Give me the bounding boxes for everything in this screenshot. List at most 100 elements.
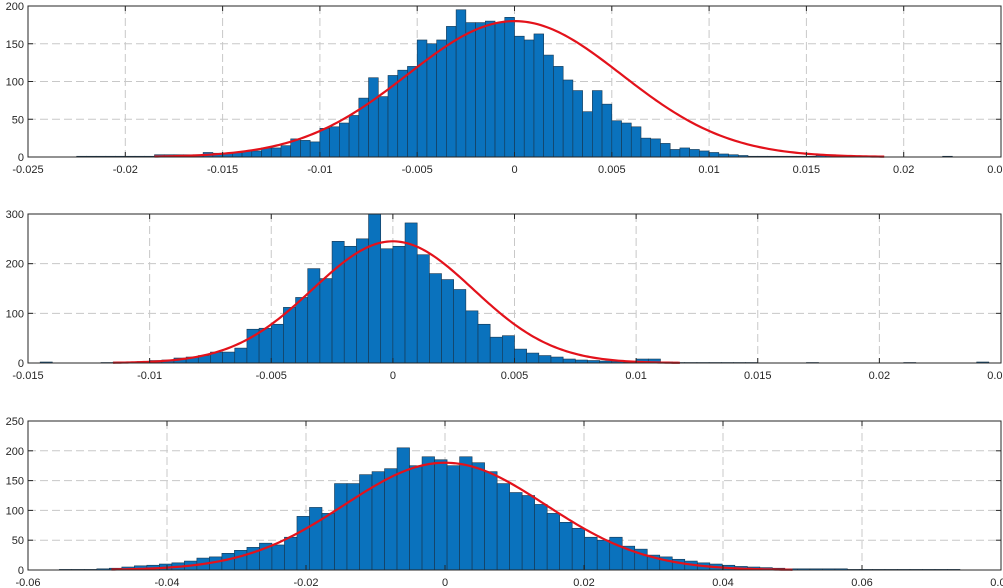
- x-tick-label: 0.02: [869, 370, 890, 382]
- x-tick-label: 0.08: [990, 577, 1003, 588]
- histogram-bar: [533, 33, 544, 158]
- x-tick-label: 0.01: [625, 370, 646, 382]
- histogram-bar: [521, 495, 535, 571]
- histogram-bar: [251, 150, 262, 158]
- x-tick-label: 0: [511, 164, 517, 176]
- histogram-bar: [550, 356, 564, 364]
- histogram-bar: [222, 351, 236, 364]
- histogram-bar: [368, 213, 382, 364]
- histogram-bar: [426, 43, 437, 158]
- histogram-bar: [429, 273, 442, 364]
- histogram-bar: [329, 126, 340, 158]
- histogram-bar: [477, 323, 491, 364]
- histogram-bar: [339, 122, 350, 158]
- histogram-bar: [343, 245, 357, 364]
- x-tick-label: -0.025: [12, 164, 43, 176]
- histogram-bar: [280, 145, 292, 158]
- histogram-bar: [596, 539, 611, 571]
- histogram-bar: [309, 507, 323, 571]
- histogram-bar: [356, 238, 369, 364]
- histogram-bar: [421, 456, 435, 571]
- histogram-bar: [559, 522, 573, 571]
- axes-box: [27, 420, 1002, 571]
- x-tick-label: 0.015: [744, 370, 772, 382]
- histogram-bar: [538, 355, 552, 364]
- histogram-bar: [669, 149, 681, 158]
- histogram-bar: [380, 248, 394, 364]
- histogram-bar: [650, 138, 661, 158]
- histogram-bar: [397, 69, 408, 158]
- histogram-bar: [572, 90, 583, 158]
- histogram-bar: [582, 111, 593, 158]
- histogram-bar: [562, 79, 574, 158]
- histogram-bar: [621, 122, 632, 158]
- histogram-bar: [484, 471, 498, 571]
- x-tick-label: 0.025: [987, 164, 1003, 176]
- histogram-bar: [571, 527, 585, 571]
- histogram-bar: [660, 143, 671, 158]
- x-tick-label: -0.005: [402, 164, 433, 176]
- histogram-bar: [546, 513, 560, 571]
- histogram-bar: [514, 35, 525, 158]
- x-tick-label: 0.025: [987, 370, 1003, 382]
- x-tick-label: 0.005: [598, 164, 626, 176]
- histogram-panel-middle: -0.015 -0.01 -0.005 0 0.005 0.01 0.015 0.02 0.02…: [6, 209, 1003, 382]
- histogram-bar: [485, 20, 496, 158]
- histogram-bar: [592, 90, 603, 158]
- x-tick-label: -0.01: [137, 370, 162, 382]
- histogram-bar: [234, 550, 248, 571]
- histogram-bar: [601, 103, 613, 158]
- histogram-bar: [270, 147, 282, 158]
- x-tick-label: 0.04: [712, 577, 733, 588]
- histogram-bar: [534, 504, 548, 571]
- histogram-bar: [708, 152, 720, 158]
- y-tick-label: 200: [6, 259, 24, 271]
- histogram-bar: [471, 462, 485, 571]
- histogram-panel-bottom: -0.06 -0.04 -0.02 0 0.02 0.04 0.06 0.08 0 50 100 15…: [6, 416, 1003, 588]
- x-tick-label: -0.005: [256, 370, 287, 382]
- x-tick-label: 0.015: [793, 164, 821, 176]
- x-tick-label: 0.01: [698, 164, 719, 176]
- y-tick-label: 200: [6, 1, 24, 13]
- histogram-bar: [465, 310, 479, 364]
- y-tick-label: 250: [6, 416, 24, 428]
- histogram-bar: [562, 358, 576, 364]
- histogram-bar: [496, 483, 510, 571]
- histogram-bar: [348, 115, 360, 158]
- y-tick-label: 150: [6, 39, 24, 51]
- x-tick-label: -0.02: [293, 577, 318, 588]
- histogram-bar: [396, 447, 410, 571]
- histogram-bar: [514, 348, 527, 364]
- histogram-bar: [436, 39, 447, 158]
- normal-fit-curve: [113, 240, 680, 364]
- histogram-bar: [441, 279, 454, 364]
- x-tick-label: -0.01: [307, 164, 332, 176]
- x-tick-label: -0.04: [154, 577, 179, 588]
- histogram-bar: [319, 128, 330, 158]
- histogram-bar: [416, 254, 430, 364]
- y-tick-label: 50: [12, 114, 24, 126]
- histogram-bar: [465, 22, 476, 158]
- histogram-bar: [455, 9, 467, 158]
- histogram-bar: [283, 307, 296, 364]
- histogram-bar: [504, 17, 515, 158]
- histogram-bar: [334, 483, 348, 571]
- histogram-bar: [319, 278, 333, 364]
- x-tick-label: 0.02: [893, 164, 914, 176]
- histogram-bar: [416, 39, 428, 158]
- x-tick-label: 0: [390, 370, 396, 382]
- x-tick-label: -0.015: [12, 370, 43, 382]
- histogram-bar: [377, 96, 389, 158]
- histogram-bar: [331, 241, 345, 364]
- y-tick-label: 100: [6, 505, 24, 517]
- histogram-bar: [523, 39, 535, 158]
- y-tick-label: 0: [18, 152, 24, 164]
- histogram-bar: [295, 297, 309, 364]
- histogram-bar: [679, 147, 690, 158]
- y-tick-label: 200: [6, 446, 24, 458]
- x-tick-label: -0.02: [113, 164, 138, 176]
- histogram-bar: [321, 513, 335, 571]
- y-tick-label: 50: [12, 535, 24, 547]
- normal-fit-curve: [111, 461, 793, 571]
